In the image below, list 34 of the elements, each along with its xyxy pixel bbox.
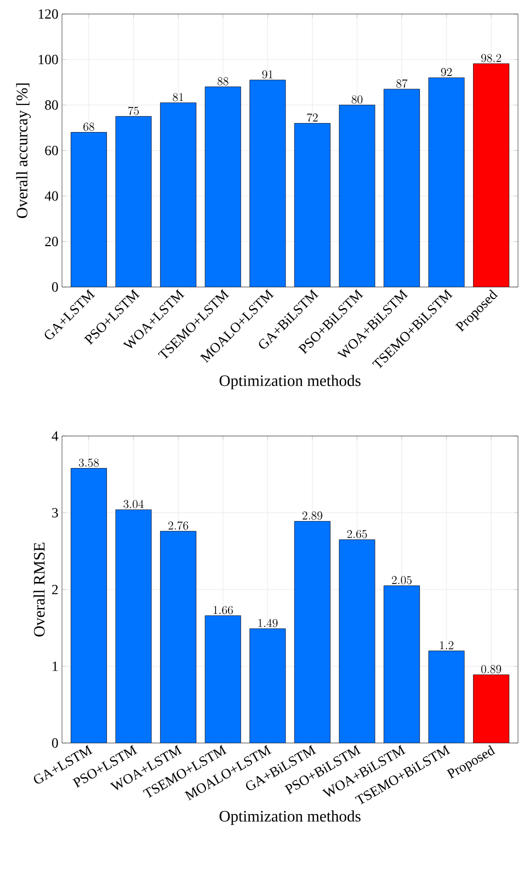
- data-label: 80: [352, 95, 362, 104]
- y-tick-label: 4: [52, 431, 58, 441]
- y-axis-title: Overall accurcay [%]: [16, 84, 31, 218]
- data-label: 2.05: [392, 576, 412, 584]
- data-label: 3.58: [78, 458, 99, 467]
- data-label: 1 .66: [214, 606, 233, 614]
- y-axis-title: Overall RMSE: [33, 542, 45, 636]
- y-tick-label: 1: [52, 662, 58, 671]
- data-label: 88: [218, 77, 228, 86]
- y-tick-label: 40: [44, 191, 58, 201]
- data-label: 87: [396, 79, 408, 88]
- data-label: 81: [172, 93, 184, 102]
- data-label: 75: [128, 106, 139, 115]
- data-label: 2.65: [347, 530, 367, 538]
- x-axis-title: Optimization methods: [220, 374, 361, 390]
- data-label: 1 .2: [440, 641, 454, 650]
- data-label: 1 .49: [258, 618, 278, 628]
- y-tick-label: 100: [38, 54, 58, 64]
- data-label: 72: [307, 113, 318, 122]
- data-label: 2.89: [302, 512, 322, 520]
- data-label: 91: [262, 70, 273, 79]
- data-label: 2.76: [168, 521, 188, 530]
- y-tick-label: 80: [45, 100, 58, 110]
- y-tick-label: 60: [45, 146, 58, 156]
- data-label: 0.89: [481, 665, 502, 674]
- data-label: 3.04: [124, 500, 144, 508]
- x-axis-title: Optimization methods: [220, 810, 361, 825]
- y-tick-label: 3: [52, 508, 58, 518]
- y-tick-label: 120: [38, 9, 58, 19]
- data-label: 98.2: [481, 54, 501, 62]
- data-label: 92: [441, 68, 452, 76]
- data-label: 68: [83, 122, 94, 131]
- y-tick-label: 2: [52, 584, 58, 594]
- y-tick-label: 20: [45, 236, 58, 246]
